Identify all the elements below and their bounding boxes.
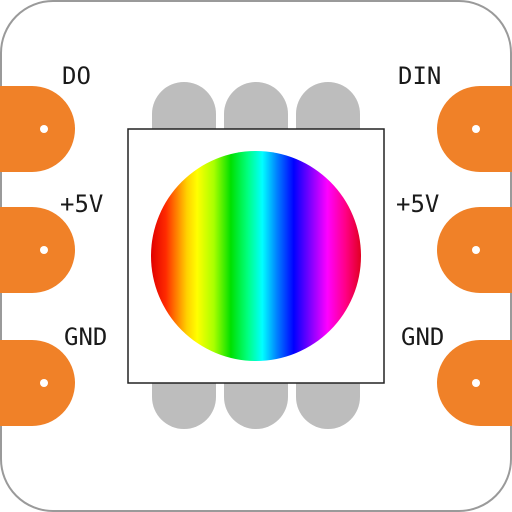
left-pads (0, 86, 75, 426)
led-leg (152, 382, 216, 429)
rgb-lens (151, 151, 361, 361)
label-left-gnd: GND (64, 323, 107, 351)
pad-din-hole (472, 125, 480, 133)
led-leg (224, 382, 288, 429)
led-leg (296, 82, 360, 130)
label-right-gnd: GND (401, 323, 444, 351)
right-pads (437, 86, 512, 426)
pad-left-5v[interactable] (0, 207, 75, 293)
label-din: DIN (398, 62, 441, 90)
led-leg (224, 82, 288, 130)
led-top-legs (152, 82, 360, 130)
label-right-5v: +5V (396, 190, 439, 218)
pad-right-gnd-hole (472, 379, 480, 387)
pad-do-hole (40, 125, 48, 133)
pad-left-gnd[interactable] (0, 340, 75, 426)
led-bottom-legs (152, 382, 360, 429)
pad-right-5v-hole (472, 246, 480, 254)
label-left-5v: +5V (60, 190, 103, 218)
led-leg (296, 382, 360, 429)
led-leg (152, 82, 216, 130)
label-do: DO (62, 62, 91, 90)
pad-left-5v-hole (40, 246, 48, 254)
pad-left-gnd-hole (40, 379, 48, 387)
pad-do[interactable] (0, 86, 75, 172)
